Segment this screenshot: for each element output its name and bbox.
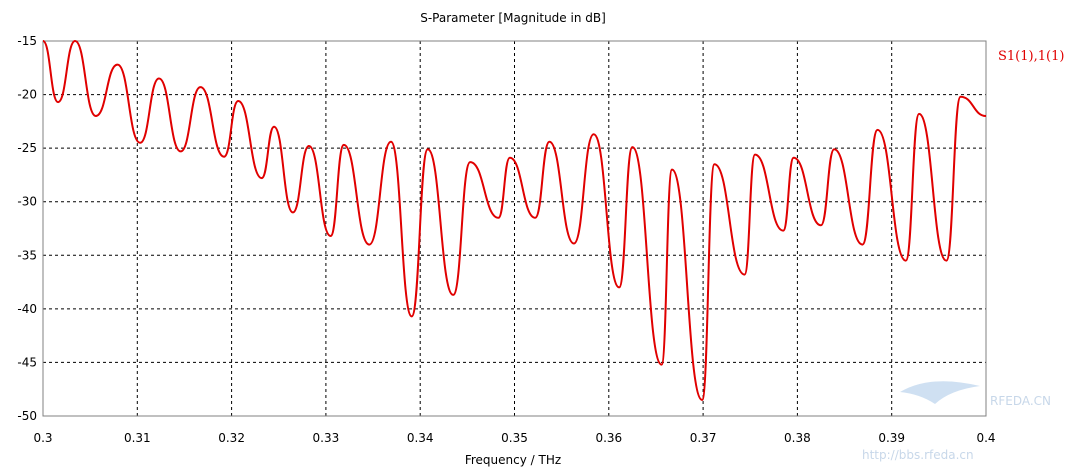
x-tick-label: 0.39 — [878, 431, 905, 445]
x-tick-label: 0.34 — [407, 431, 434, 445]
x-tick-label: 0.4 — [976, 431, 995, 445]
x-tick-label: 0.38 — [784, 431, 811, 445]
plot-frame — [42, 40, 987, 417]
x-tick-label: 0.3 — [33, 431, 52, 445]
y-tick-label: -40 — [17, 302, 37, 316]
watermark-url: http://bbs.rfeda.cn — [862, 448, 974, 462]
x-tick-label: 0.32 — [218, 431, 245, 445]
x-axis-label: Frequency / THz — [465, 453, 561, 467]
y-tick-label: -35 — [17, 248, 37, 262]
y-tick-label: -15 — [17, 34, 37, 48]
y-tick-label: -25 — [17, 141, 37, 155]
chart-title: S-Parameter [Magnitude in dB] — [420, 11, 606, 25]
series-line-s11[interactable] — [42, 39, 987, 401]
y-tick-label: -50 — [17, 409, 37, 423]
y-tick-label: -45 — [17, 355, 37, 369]
watermark-brand: RFEDA.CN — [990, 394, 1051, 408]
watermark: RFEDA.CN http://bbs.rfeda.cn — [862, 381, 1051, 462]
x-tick-label: 0.33 — [313, 431, 340, 445]
x-axis-ticks: 0.3 0.31 0.32 0.33 0.34 0.35 0.36 0.37 0.38 0.39 0… — [33, 431, 995, 445]
x-tick-label: 0.36 — [595, 431, 622, 445]
series-layer — [42, 39, 987, 401]
legend-entry-s11[interactable]: S1(1),1(1) — [998, 49, 1064, 64]
y-tick-label: -20 — [17, 88, 37, 102]
watermark-bird-icon — [900, 381, 980, 404]
x-tick-label: 0.31 — [124, 431, 151, 445]
x-tick-label: 0.35 — [501, 431, 528, 445]
y-tick-label: -30 — [17, 195, 37, 209]
grid-lines — [43, 41, 986, 416]
x-tick-label: 0.37 — [690, 431, 717, 445]
y-axis-ticks: -15 -20 -25 -30 -35 -40 -45 -50 — [17, 34, 37, 423]
